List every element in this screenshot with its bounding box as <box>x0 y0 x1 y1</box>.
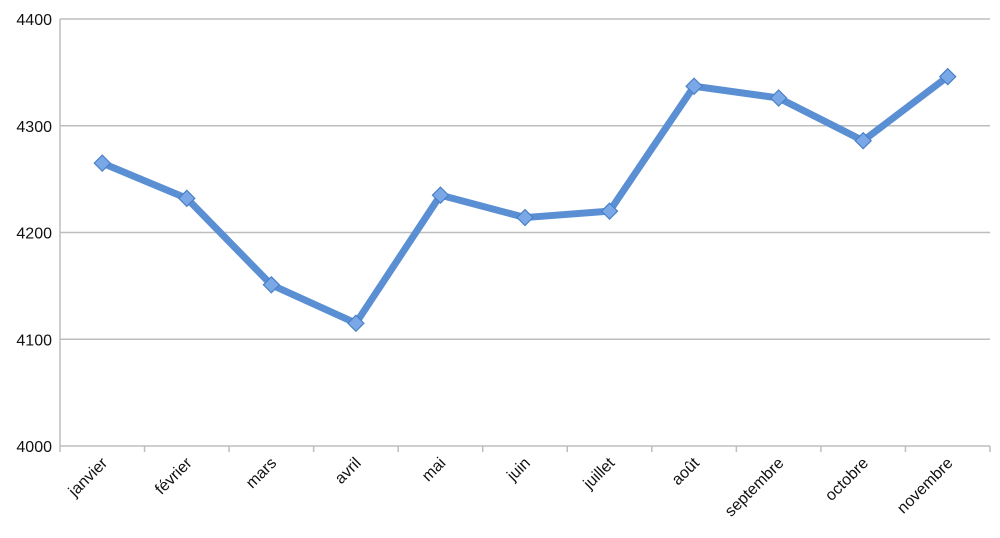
x-tick-label: avril <box>332 455 365 488</box>
x-axis-ticks: janvier février mars avril mai juin juillet aoû… <box>59 446 991 521</box>
data-point <box>93 154 112 172</box>
data-point <box>516 208 534 227</box>
x-tick-label: mai <box>419 455 449 485</box>
x-tick-label: janvier <box>65 454 112 501</box>
y-tick-label: 4300 <box>16 119 52 136</box>
data-point <box>177 189 196 208</box>
series-group <box>93 67 957 333</box>
data-point <box>600 202 619 220</box>
y-tick-label: 4400 <box>16 12 52 29</box>
x-tick-label: novembre <box>894 455 956 517</box>
x-tick-label: mars <box>243 455 280 492</box>
x-tick-label: septembre <box>722 455 788 521</box>
x-tick-label: février <box>152 454 196 498</box>
x-tick-label: juillet <box>580 454 619 493</box>
data-point <box>685 77 703 96</box>
data-point <box>262 275 281 294</box>
data-point <box>769 89 788 107</box>
y-tick-label: 4000 <box>16 439 52 456</box>
data-point <box>854 131 873 150</box>
x-tick-label: août <box>669 454 703 488</box>
data-point <box>431 186 450 204</box>
y-tick-label: 4100 <box>16 332 52 349</box>
x-tick-label: juin <box>503 455 533 485</box>
data-point <box>347 314 365 333</box>
series-line <box>98 73 952 327</box>
y-tick-label: 4200 <box>16 226 52 243</box>
data-point <box>938 67 957 86</box>
x-tick-label: octobre <box>822 455 872 505</box>
gridlines <box>59 18 990 447</box>
y-axis-ticks: 4000 4100 4200 4300 4400 <box>16 12 52 456</box>
